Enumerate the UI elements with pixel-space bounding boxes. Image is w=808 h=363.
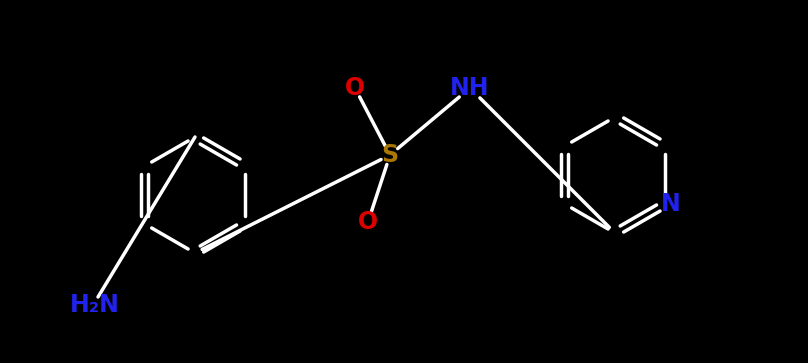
- Text: NH: NH: [450, 76, 490, 100]
- Text: H₂N: H₂N: [70, 293, 120, 317]
- Text: O: O: [345, 76, 365, 100]
- Text: S: S: [381, 143, 398, 167]
- Text: O: O: [358, 210, 378, 234]
- Text: N: N: [662, 192, 681, 216]
